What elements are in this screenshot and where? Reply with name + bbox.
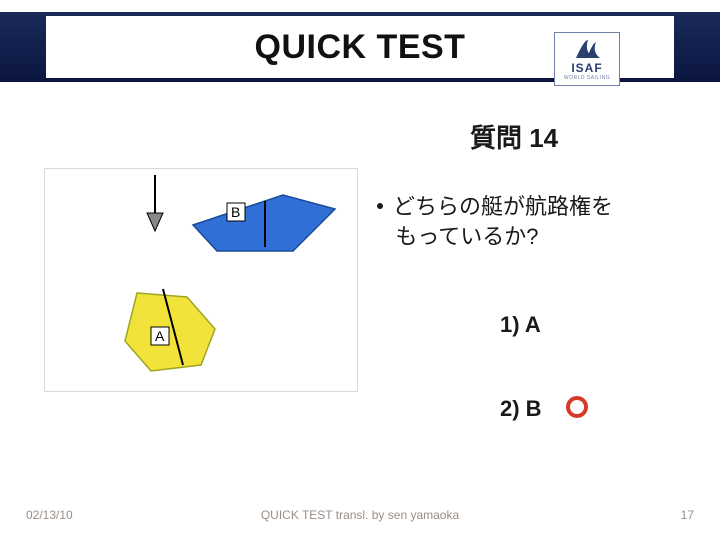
prompt-line-1: どちらの艇が航路権を	[393, 194, 613, 219]
header-bar: QUICK TEST ISAF WORLD SAILING	[0, 12, 720, 82]
bullet-icon	[377, 203, 383, 209]
isaf-logo: ISAF WORLD SAILING	[554, 32, 620, 86]
correct-mark-icon	[566, 396, 588, 418]
footer-date: 02/13/10	[26, 508, 73, 522]
wind-arrow-icon	[147, 175, 163, 231]
svg-text:B: B	[231, 204, 240, 220]
isaf-logo-subtext: WORLD SAILING	[564, 76, 610, 81]
boat-a-icon: A	[125, 289, 215, 371]
footer: 02/13/10 QUICK TEST transl. by sen yamao…	[0, 504, 720, 522]
footer-center: QUICK TEST transl. by sen yamaoka	[261, 508, 459, 522]
page-title: QUICK TEST	[255, 28, 466, 67]
answer-option-2: 2) B	[500, 396, 542, 422]
question-prompt: どちらの艇が航路権を もっているか?	[377, 192, 613, 251]
header-inner: QUICK TEST ISAF WORLD SAILING	[46, 16, 674, 78]
boats-figure: B A	[44, 168, 358, 392]
answer-option-1: 1) A	[500, 312, 541, 338]
svg-text:A: A	[155, 328, 165, 344]
question-number: 質問 14	[470, 118, 558, 155]
isaf-logo-icon	[572, 38, 602, 60]
footer-page: 17	[681, 508, 694, 522]
isaf-logo-text: ISAF	[571, 62, 602, 74]
boat-b-icon: B	[193, 195, 335, 251]
prompt-line-2: もっているか?	[395, 224, 538, 249]
